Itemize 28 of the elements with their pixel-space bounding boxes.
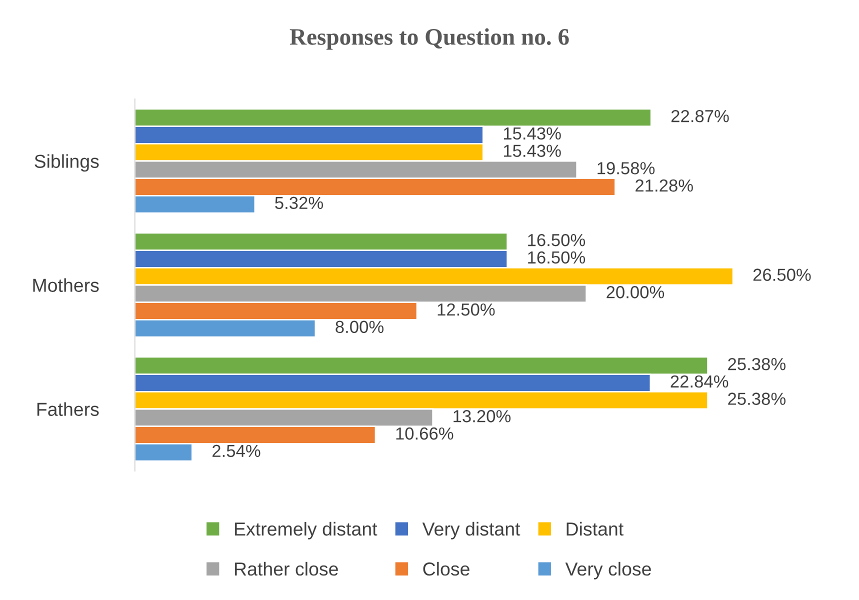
- data-label: 16.50%: [528, 251, 586, 264]
- data-label: 13.20%: [454, 410, 511, 422]
- y-tick-label: Fathers: [37, 402, 99, 416]
- data-label: 16.50%: [528, 234, 586, 246]
- data-label: 8.00%: [336, 320, 384, 334]
- legend-label: Rather close: [235, 562, 338, 576]
- data-label: 26.50%: [753, 268, 811, 281]
- data-label: 20.00%: [606, 286, 664, 298]
- data-label: 10.66%: [396, 427, 454, 440]
- legend-label: Extremely distant: [235, 522, 378, 540]
- legend-label: Very distant: [422, 522, 520, 540]
- data-label: 12.50%: [438, 303, 495, 316]
- y-tick-label: Siblings: [34, 154, 99, 172]
- data-label: 22.87%: [671, 110, 729, 122]
- chart-title: Responses to Question no. 6: [290, 28, 569, 50]
- data-label: 15.43%: [504, 127, 561, 140]
- data-label: 15.43%: [504, 144, 561, 157]
- legend-label: Close: [423, 562, 470, 576]
- data-label: 21.28%: [636, 179, 693, 192]
- y-tick-label: Mothers: [33, 278, 99, 292]
- data-label: 22.84%: [670, 375, 728, 388]
- data-label: 25.38%: [728, 392, 786, 405]
- data-label: 25.38%: [728, 358, 786, 370]
- legend-label: Very close: [565, 562, 651, 580]
- data-label: 2.54%: [212, 444, 260, 458]
- data-label: 5.32%: [275, 196, 324, 210]
- data-label: 19.58%: [598, 162, 655, 174]
- legend-label: Distant: [566, 522, 624, 536]
